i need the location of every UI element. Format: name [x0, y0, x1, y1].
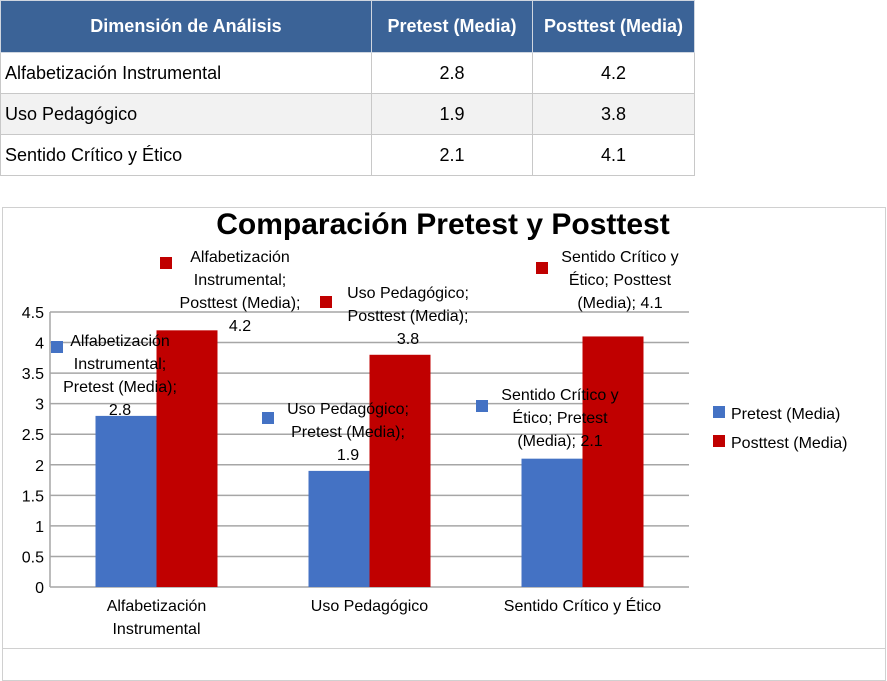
y-tick-label: 4.5	[22, 305, 44, 322]
data-label-line: 3.8	[397, 331, 419, 348]
data-label: Alfabetización Instrumental; Pretest (Medi…	[51, 333, 177, 419]
chart-frame	[2, 207, 886, 649]
results-table: Dimensión de Análisis Pretest (Media) Po…	[0, 0, 695, 176]
data-label-marker-icon	[51, 341, 63, 353]
data-label-line: (Media); 4.1	[577, 295, 662, 312]
bar-pretest	[95, 415, 157, 587]
legend-label: Posttest (Media)	[731, 435, 847, 452]
cell-posttest: 4.1	[532, 134, 695, 176]
data-label-line: 4.2	[229, 318, 251, 335]
data-label-line: (Media); 2.1	[517, 433, 602, 450]
data-label-marker-icon	[160, 257, 172, 269]
data-label: Sentido Crítico y Ético; Pretest (Media); …	[476, 387, 619, 450]
data-label-line: Uso Pedagógico;	[347, 285, 469, 302]
data-label: Uso Pedagógico; Pretest (Media); 1.9	[262, 401, 409, 464]
x-tick-label: Uso Pedagógico	[311, 598, 429, 615]
data-label-line: Instrumental;	[74, 356, 166, 373]
bar-pretest	[521, 458, 583, 587]
data-label-line: Sentido Crítico y	[561, 249, 678, 266]
data-label-marker-icon	[536, 262, 548, 274]
legend: Pretest (Media) Posttest (Media)	[713, 406, 847, 452]
data-label-line: Pretest (Media);	[63, 379, 177, 396]
x-tick-label: Alfabetización	[107, 598, 207, 615]
data-label-marker-icon	[262, 412, 274, 424]
data-label-line: Ético; Posttest	[569, 270, 672, 289]
cell-dimension: Uso Pedagógico	[0, 93, 372, 135]
data-label-marker-icon	[476, 400, 488, 412]
table-row: Sentido Crítico y Ético 2.1 4.1	[0, 134, 695, 176]
y-tick-label: 2.5	[22, 427, 44, 444]
x-tick-label: Sentido Crítico y Ético	[504, 596, 662, 615]
data-label-line: Uso Pedagógico;	[287, 401, 409, 418]
data-label-line: 2.8	[109, 402, 131, 419]
legend-marker-icon	[713, 406, 725, 418]
bars	[95, 330, 644, 587]
data-label-line: Instrumental;	[194, 272, 286, 289]
cell-dimension: Alfabetización Instrumental	[0, 52, 372, 94]
table-row: Alfabetización Instrumental 2.8 4.2	[0, 52, 695, 94]
bar-posttest	[369, 354, 431, 587]
y-tick-label: 3	[35, 397, 44, 414]
bar-posttest	[582, 336, 644, 587]
data-label-line: Alfabetización	[190, 249, 290, 266]
y-tick-label: 1.5	[22, 488, 44, 505]
data-label-line: 1.9	[337, 447, 359, 464]
y-tick-label: 3.5	[22, 366, 44, 383]
legend-marker-icon	[713, 435, 725, 447]
data-labels: Alfabetización Instrumental; Pretest (Medi…	[51, 249, 679, 464]
y-tick-label: 1	[35, 519, 44, 536]
x-tick-label: Instrumental	[112, 621, 200, 638]
data-label: Uso Pedagógico; Posttest (Media); 3.8	[320, 285, 469, 348]
cell-pretest: 2.8	[371, 52, 533, 94]
data-label-marker-icon	[320, 296, 332, 308]
y-tick-label: 0	[35, 580, 44, 597]
data-label: Sentido Crítico y Ético; Posttest (Media);…	[536, 249, 679, 312]
data-label-line: Posttest (Media);	[348, 308, 469, 325]
cell-posttest: 4.2	[532, 52, 695, 94]
header-dimension: Dimensión de Análisis	[0, 0, 372, 53]
axes: 0 0.5 1 1.5 2 2.5 3 3.5 4 4.5 Alfabetización Instru…	[22, 305, 662, 638]
bar-pretest	[308, 470, 370, 587]
bar-posttest	[156, 330, 218, 587]
cell-dimension: Sentido Crítico y Ético	[0, 134, 372, 176]
chart-title: Comparación Pretest y Posttest	[216, 208, 669, 241]
data-label-line: Ético; Pretest	[512, 408, 608, 427]
y-tick-label: 4	[35, 336, 44, 353]
table-header-row: Dimensión de Análisis Pretest (Media) Po…	[0, 0, 695, 53]
data-label-line: Pretest (Media);	[291, 424, 405, 441]
y-tick-label: 2	[35, 458, 44, 475]
data-label-line: Alfabetización	[70, 333, 170, 350]
data-label-line: Posttest (Media);	[180, 295, 301, 312]
legend-label: Pretest (Media)	[731, 406, 840, 423]
data-label: Alfabetización Instrumental; Posttest (Med…	[160, 249, 300, 335]
cell-pretest: 2.1	[371, 134, 533, 176]
cell-posttest: 3.8	[532, 93, 695, 135]
cell-pretest: 1.9	[371, 93, 533, 135]
y-tick-label: 0.5	[22, 549, 44, 566]
table-row: Uso Pedagógico 1.9 3.8	[0, 93, 695, 135]
data-label-line: Sentido Crítico y	[501, 387, 618, 404]
